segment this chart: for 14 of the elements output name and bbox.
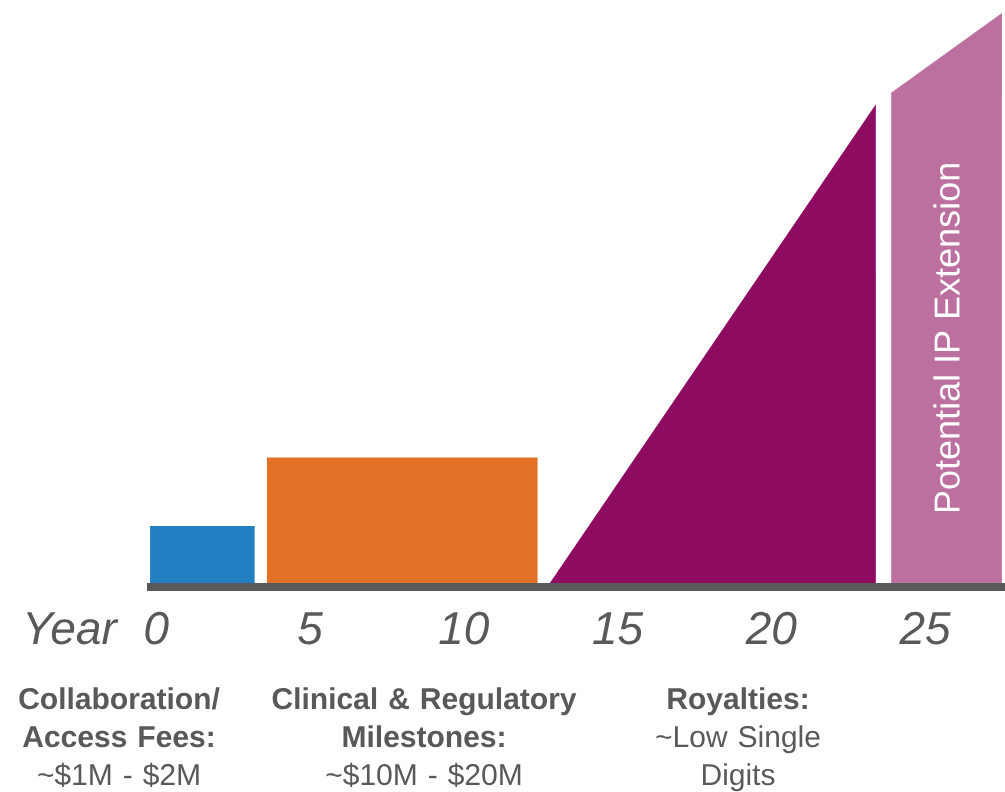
x-axis-title: Year <box>26 612 119 645</box>
text: Royalties: <box>668 687 807 716</box>
text: Collaboration/ Access Fees: <box>19 687 220 748</box>
text: ~$1M - $2M <box>38 762 199 788</box>
text: ~$10M - $20M <box>326 762 521 788</box>
x-tick-label: 25 <box>899 611 951 645</box>
text: Clinical & Regulatory Milestones: <box>272 687 577 748</box>
x-tick-label: 15 <box>593 612 644 645</box>
x-tick-label: 5 <box>298 612 323 645</box>
series-label: Potential IP Extension <box>933 164 960 512</box>
text: ~Low Single Digits <box>656 725 820 792</box>
x-tick-label: 10 <box>439 611 489 645</box>
x-tick-label: 0 <box>145 611 169 645</box>
x-tick-label: 20 <box>745 611 797 645</box>
